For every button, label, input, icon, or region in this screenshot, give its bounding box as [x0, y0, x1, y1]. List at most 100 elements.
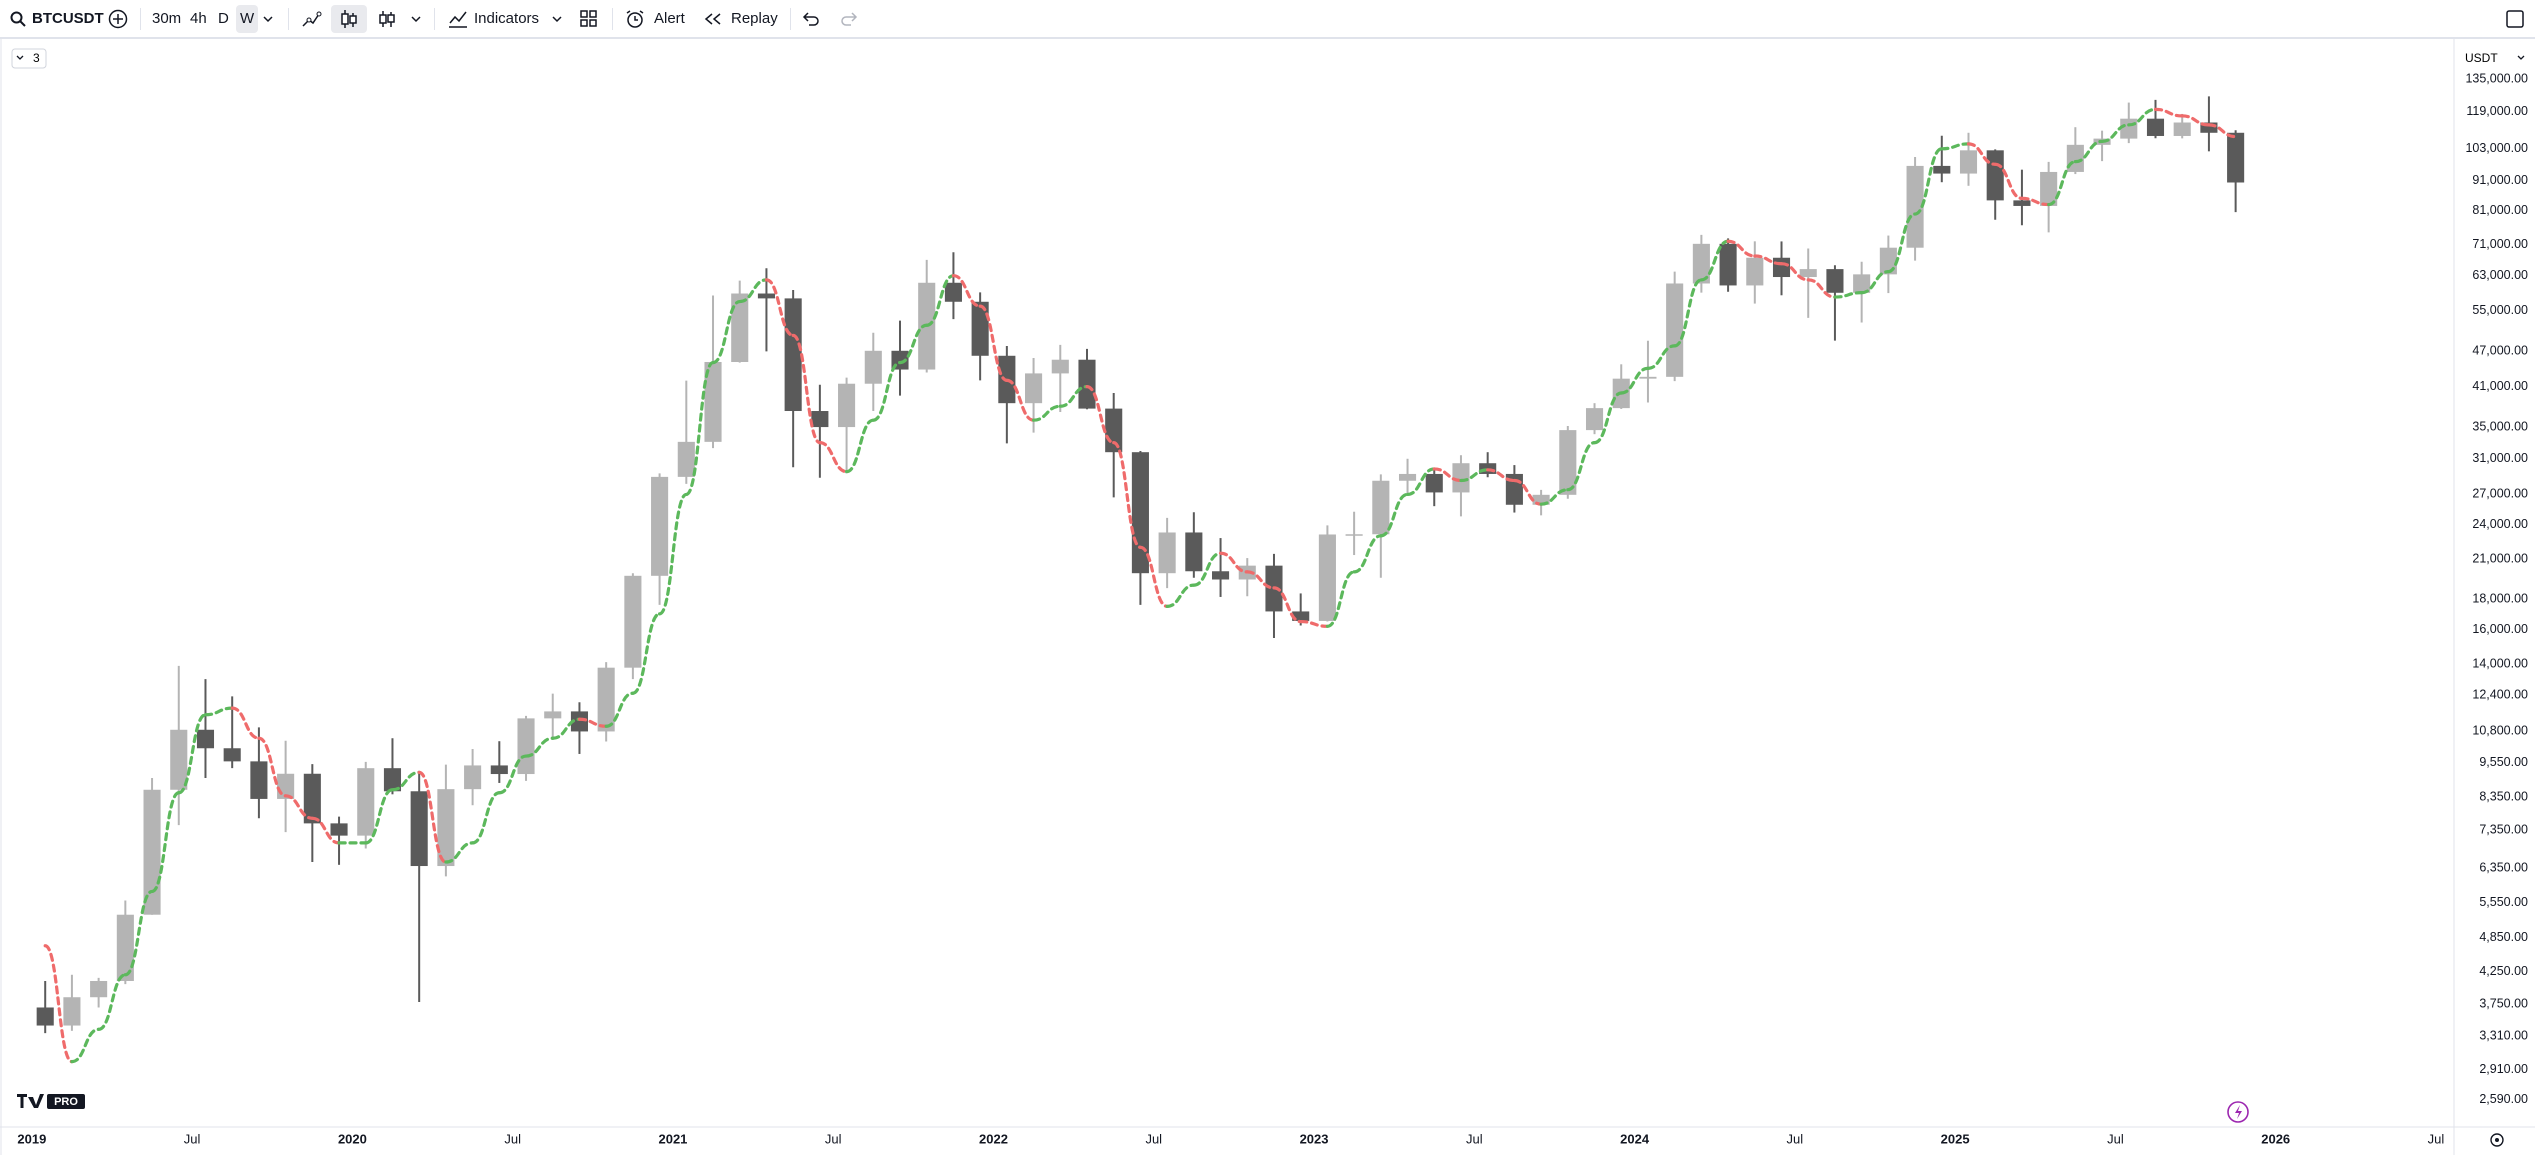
candle — [36, 980, 54, 1034]
trend-line — [2180, 114, 2211, 127]
candle — [784, 290, 802, 468]
trend-line — [818, 441, 849, 474]
trend-line — [791, 333, 822, 445]
trend-line — [1993, 162, 2024, 200]
currency-dropdown[interactable] — [2517, 55, 2525, 60]
trend-line — [123, 889, 154, 977]
candle — [1826, 265, 1844, 341]
interval[interactable]: 30m — [152, 10, 182, 27]
candle — [1906, 156, 1924, 261]
search-icon[interactable] — [10, 11, 26, 27]
replay-button[interactable]: Replay — [731, 10, 778, 27]
y-tick-label: 16,000.00 — [2472, 622, 2528, 636]
layouts-icon[interactable] — [580, 10, 598, 28]
interval[interactable]: 4h — [190, 10, 207, 27]
x-tick-label: 2026 — [2261, 1131, 2290, 1146]
interval[interactable]: D — [218, 10, 229, 27]
indicators-icon[interactable] — [447, 9, 469, 29]
currency-label[interactable]: USDT — [2465, 51, 2498, 65]
candle — [1078, 348, 1096, 410]
candle-body — [2146, 118, 2165, 136]
candle-body — [1345, 534, 1363, 536]
trend-line — [177, 713, 208, 795]
line-style-icon[interactable] — [300, 8, 322, 30]
y-tick-label: 12,400.00 — [2472, 688, 2528, 702]
candle — [1212, 538, 1230, 597]
trend-line — [150, 791, 181, 894]
y-tick-label: 14,000.00 — [2472, 656, 2528, 670]
symbol[interactable]: BTCUSDT — [32, 10, 104, 27]
candle-body — [63, 997, 81, 1026]
candle-body — [437, 789, 455, 867]
candle — [1612, 364, 1630, 409]
chart-type-dropdown[interactable] — [410, 14, 422, 24]
separator — [140, 8, 141, 30]
legend-badge-box[interactable] — [11, 48, 47, 69]
candle-body — [1692, 243, 1710, 284]
logo-badge-box — [47, 1094, 85, 1109]
trend-line — [1218, 551, 1249, 574]
legend-chevron[interactable] — [16, 55, 24, 60]
candle-body — [1318, 534, 1336, 621]
y-tick-label: 24,000.00 — [2472, 517, 2528, 531]
candle-body — [1372, 480, 1390, 535]
candle — [143, 778, 161, 915]
y-tick-label: 5,550.00 — [2479, 895, 2528, 909]
interval-selected[interactable]: W — [236, 5, 259, 33]
candle — [277, 740, 295, 833]
compare-button[interactable] — [108, 9, 128, 29]
redo-button[interactable] — [840, 11, 858, 27]
candle-body — [1425, 473, 1443, 493]
candle — [1105, 392, 1123, 498]
candle — [1772, 241, 1791, 296]
interval-dropdown[interactable] — [262, 14, 274, 24]
undo-button[interactable] — [802, 11, 820, 27]
trend-line — [2207, 123, 2238, 139]
trend-line — [1726, 239, 1757, 258]
indicators-button[interactable]: Indicators — [474, 10, 540, 27]
lightning-icon[interactable] — [2227, 1101, 2249, 1123]
x-tick-label: 2021 — [658, 1131, 687, 1146]
candle-body — [1292, 611, 1310, 621]
candle — [1692, 234, 1710, 293]
candle — [303, 764, 321, 863]
candle-body — [1051, 359, 1069, 374]
candle — [1238, 558, 1256, 597]
trend-line — [844, 418, 875, 474]
settings-icon-center[interactable] — [2495, 1138, 2499, 1142]
settings-icon[interactable] — [2490, 1133, 2504, 1147]
lightning-bolt[interactable] — [2235, 1105, 2242, 1119]
candle-body — [1986, 150, 2004, 201]
replay-icon[interactable] — [704, 12, 722, 26]
candle — [2173, 113, 2191, 139]
trend-line — [1245, 570, 1276, 590]
alert-button[interactable]: Alert — [654, 10, 685, 27]
candles-icon[interactable] — [331, 5, 367, 33]
candle-body — [36, 1007, 54, 1026]
trend-line — [738, 278, 769, 304]
alert-icon[interactable] — [624, 9, 646, 29]
fullscreen-button[interactable] — [2506, 10, 2524, 28]
trend-line — [871, 360, 902, 422]
candle-body — [1105, 408, 1123, 453]
candle-body — [1025, 373, 1043, 404]
trend-line — [1779, 262, 1810, 282]
candle-body — [784, 298, 802, 412]
y-tick-label: 119,000.00 — [2466, 104, 2528, 118]
trend-line — [2100, 123, 2131, 143]
indicators-dropdown[interactable] — [551, 14, 563, 24]
candle-body — [971, 301, 989, 356]
trend-line — [2020, 196, 2051, 207]
candle — [704, 295, 722, 449]
candle-body — [811, 411, 829, 428]
trend-line — [1299, 619, 1329, 628]
candle — [1585, 403, 1604, 435]
y-tick-label: 47,000.00 — [2472, 344, 2528, 358]
candle — [1131, 450, 1149, 605]
legend-badge[interactable]: 3 — [33, 51, 40, 65]
candle — [677, 380, 695, 484]
trend-line — [1352, 534, 1383, 574]
bars-icon[interactable] — [376, 8, 398, 30]
candle — [1959, 132, 1978, 186]
trend-line — [1165, 583, 1196, 608]
